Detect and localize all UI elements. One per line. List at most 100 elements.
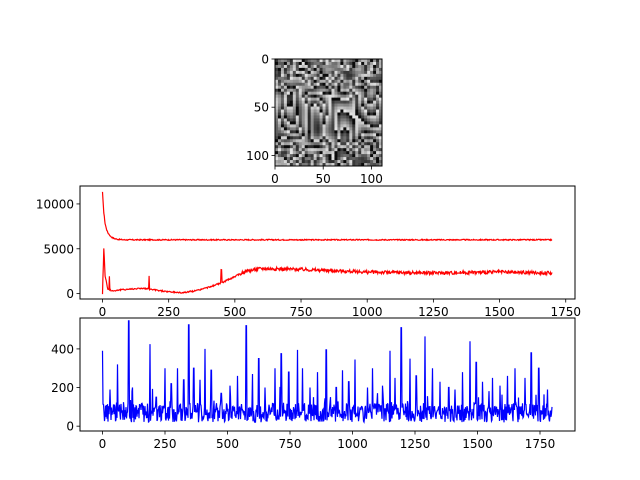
image-pixel: [352, 115, 356, 119]
image-pixel: [316, 145, 320, 149]
image-pixel: [346, 59, 350, 63]
image-pixel: [352, 124, 356, 128]
image-pixel: [325, 97, 329, 101]
image-pixel: [277, 97, 282, 101]
image-pixel: [304, 139, 308, 143]
x-tick-label: 500: [216, 437, 239, 451]
image-pixel: [349, 130, 353, 134]
image-pixel: [310, 109, 314, 113]
image-pixel: [304, 160, 308, 164]
image-pixel: [316, 100, 320, 104]
image-pixel: [364, 64, 368, 69]
image-pixel: [286, 94, 291, 98]
image-pixel: [352, 142, 356, 146]
image-pixel: [361, 76, 365, 81]
image-pixel: [331, 136, 335, 140]
image-pixel: [322, 121, 326, 125]
image-pixel: [331, 61, 335, 66]
image-pixel: [295, 133, 300, 137]
image-pixel: [358, 70, 362, 75]
image-pixel: [379, 136, 383, 140]
image-pixel: [304, 67, 308, 72]
image-pixel: [376, 61, 380, 66]
image-pixel: [334, 124, 338, 128]
image-pixel: [364, 163, 368, 167]
image-pixel: [313, 79, 317, 84]
image-pixel: [301, 79, 306, 84]
image-pixel: [361, 73, 365, 78]
image-pixel: [304, 97, 308, 101]
image-pixel: [364, 139, 368, 143]
image-pixel: [358, 115, 362, 119]
image-pixel: [358, 76, 362, 81]
image-pixel: [277, 124, 282, 128]
y-tick-label: 0: [66, 420, 74, 434]
image-pixel: [352, 145, 356, 149]
image-pixel: [334, 115, 338, 119]
image-pixel: [361, 100, 365, 104]
image-pixel: [301, 157, 306, 161]
image-pixel: [352, 154, 356, 158]
image-pixel: [379, 94, 383, 98]
image-pixel: [280, 97, 285, 101]
image-pixel: [292, 118, 297, 122]
image-pixel: [334, 160, 338, 164]
image-pixel: [301, 91, 306, 95]
image-pixel: [334, 112, 338, 116]
image-pixel: [343, 136, 347, 140]
image-pixel: [361, 133, 365, 137]
x-tick-label: 750: [279, 437, 302, 451]
image-pixel: [346, 76, 350, 81]
image-pixel: [355, 130, 359, 134]
image-pixel: [316, 163, 320, 167]
image-pixel: [349, 79, 353, 84]
image-pixel: [295, 67, 300, 72]
image-pixel: [370, 70, 374, 75]
image-pixel: [331, 103, 335, 107]
image-pixel: [286, 142, 291, 146]
image-pixel: [283, 115, 288, 119]
image-pixel: [280, 118, 285, 122]
image-pixel: [292, 73, 297, 78]
image-pixel: [376, 82, 380, 87]
image-pixel: [322, 109, 326, 113]
image-pixel: [340, 151, 344, 155]
image-pixel: [343, 70, 347, 75]
image-pixel: [316, 61, 320, 66]
image-pixel: [379, 91, 383, 95]
image-pixel: [307, 121, 311, 125]
x-tick-label: 1500: [484, 305, 515, 319]
image-pixel: [373, 151, 377, 155]
image-pixel: [322, 139, 326, 143]
image-pixel: [340, 142, 344, 146]
image-pixel: [289, 139, 294, 143]
image-pixel: [313, 142, 317, 146]
image-pixel: [295, 59, 300, 63]
image-pixel: [370, 85, 374, 90]
image-pixel: [316, 130, 320, 134]
image-pixel: [289, 94, 294, 98]
image-pixel: [295, 79, 300, 84]
image-pixel: [367, 64, 371, 69]
image-pixel: [298, 59, 303, 63]
image-pixel: [277, 61, 282, 66]
image-pixel: [283, 112, 288, 116]
image-pixel: [340, 112, 344, 116]
image-pixel: [280, 109, 285, 113]
image-pixel: [319, 160, 323, 164]
image-pixel: [358, 124, 362, 128]
image-pixel: [301, 142, 306, 146]
image-pixel: [340, 127, 344, 131]
image-pixel: [286, 118, 291, 122]
image-pixel: [358, 139, 362, 143]
image-pixel: [358, 67, 362, 72]
red-series-line: [101, 191, 553, 242]
image-pixel: [283, 130, 288, 134]
image-pixel: [307, 136, 311, 140]
image-pixel: [373, 59, 377, 63]
image-pixel: [304, 163, 308, 167]
image-pixel: [337, 67, 341, 72]
image-pixel: [286, 115, 291, 119]
image-pixel: [340, 73, 344, 78]
image-pixel: [340, 163, 344, 167]
